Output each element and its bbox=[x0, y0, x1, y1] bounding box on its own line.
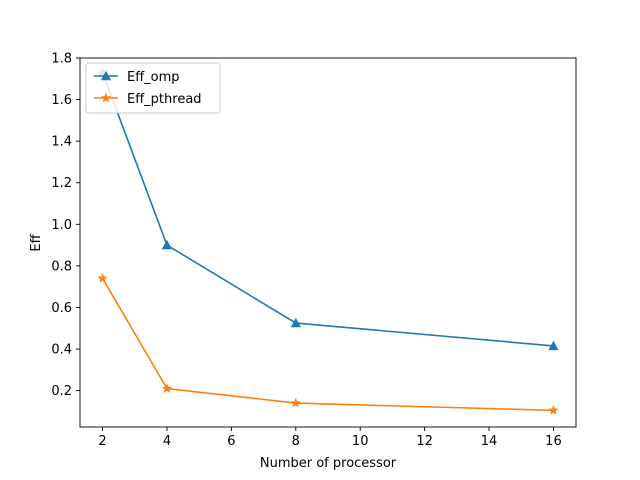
series-layer bbox=[97, 67, 559, 415]
legend-marker-eff-pthread bbox=[100, 92, 112, 103]
x-tick-label: 12 bbox=[416, 434, 433, 449]
data-point-eff-pthread bbox=[161, 383, 173, 393]
x-tick-label: 16 bbox=[545, 434, 562, 449]
data-point-eff-pthread bbox=[97, 272, 108, 283]
x-tick-label: 6 bbox=[227, 434, 235, 449]
legend-box bbox=[85, 62, 221, 114]
y-tick-label: 0.4 bbox=[51, 343, 72, 358]
y-tick-label: 1.6 bbox=[51, 93, 72, 108]
series-line-eff-pthread bbox=[101, 277, 554, 412]
x-tick-label: 8 bbox=[292, 434, 300, 449]
legend-marker-eff-omp bbox=[100, 70, 112, 81]
x-axis-label: Number of processor bbox=[260, 456, 397, 471]
axes-layer: 2 4 6 8 10 12 14 16 0.2 0.4 0.6 0.8 1.0 1.2 1.4 1.6 1.8 bbox=[51, 52, 577, 449]
x-tick-label: 14 bbox=[481, 434, 498, 449]
legend-label-eff-omp: Eff_omp bbox=[127, 70, 180, 85]
x-tick-label: 10 bbox=[352, 434, 369, 449]
x-tick-label: 4 bbox=[163, 434, 171, 449]
data-point-eff-omp bbox=[548, 340, 559, 351]
y-tick-label: 1.8 bbox=[51, 52, 72, 67]
data-point-eff-pthread bbox=[290, 397, 302, 408]
series-line-eff-omp bbox=[101, 72, 554, 347]
plot-frame bbox=[79, 57, 577, 428]
data-point-eff-omp bbox=[161, 239, 173, 250]
y-tick-label: 1.4 bbox=[51, 135, 72, 150]
y-tick-label: 1.0 bbox=[51, 218, 72, 233]
legend: Eff_omp Eff_pthread bbox=[85, 62, 221, 114]
legend-label-eff-pthread: Eff_pthread bbox=[127, 92, 202, 107]
y-tick-label: 0.6 bbox=[51, 301, 72, 316]
y-axis-label: Eff bbox=[29, 233, 44, 251]
y-tick-label: 1.2 bbox=[51, 176, 72, 191]
y-tick-label: 0.2 bbox=[51, 384, 72, 399]
data-point-eff-omp bbox=[290, 317, 301, 328]
data-point-eff-pthread bbox=[548, 404, 559, 415]
x-tick-label: 2 bbox=[98, 434, 106, 449]
y-tick-label: 0.8 bbox=[51, 259, 72, 274]
